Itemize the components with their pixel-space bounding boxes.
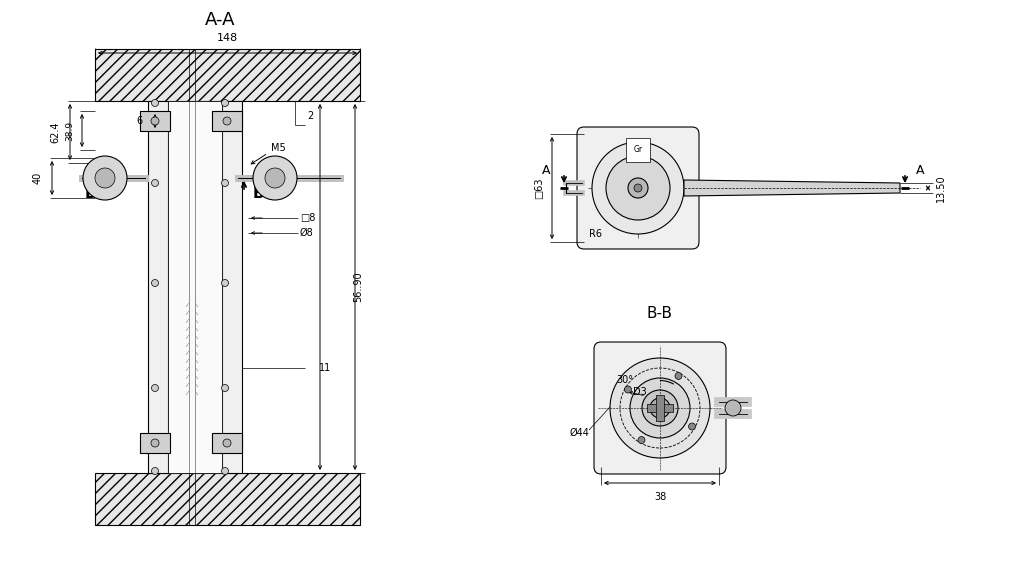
Circle shape: [638, 436, 645, 444]
Circle shape: [222, 180, 229, 186]
Circle shape: [725, 400, 741, 416]
Text: R6: R6: [589, 229, 602, 239]
Text: 148: 148: [217, 33, 238, 43]
Circle shape: [223, 117, 231, 125]
Text: 38: 38: [653, 492, 667, 502]
FancyBboxPatch shape: [577, 127, 699, 249]
Bar: [656, 395, 664, 421]
Circle shape: [222, 100, 229, 106]
Bar: [95, 473, 360, 525]
Circle shape: [630, 378, 690, 438]
Text: Gr: Gr: [633, 145, 642, 154]
Bar: [140, 433, 170, 453]
Circle shape: [83, 156, 127, 200]
Circle shape: [689, 423, 696, 430]
Circle shape: [222, 385, 229, 391]
Text: A: A: [542, 163, 550, 176]
Circle shape: [650, 398, 670, 418]
Circle shape: [675, 373, 682, 379]
Text: B: B: [84, 185, 96, 200]
Circle shape: [152, 100, 158, 106]
Polygon shape: [684, 180, 900, 196]
Bar: [140, 111, 170, 131]
Circle shape: [152, 279, 158, 287]
Circle shape: [624, 386, 631, 393]
Circle shape: [152, 467, 158, 475]
Text: 13.50: 13.50: [936, 174, 946, 202]
Text: Ø8: Ø8: [300, 228, 314, 238]
Bar: [222, 101, 242, 473]
Circle shape: [253, 156, 297, 200]
Bar: [647, 404, 673, 412]
Circle shape: [152, 180, 158, 186]
Text: □8: □8: [300, 213, 315, 223]
Circle shape: [223, 439, 231, 447]
Circle shape: [642, 390, 678, 426]
Circle shape: [151, 439, 159, 447]
Text: 30°: 30°: [617, 375, 633, 385]
Text: B: B: [252, 185, 263, 200]
Circle shape: [151, 117, 159, 125]
Circle shape: [222, 467, 229, 475]
Bar: [168, 101, 222, 473]
Text: 11: 11: [319, 363, 331, 373]
Circle shape: [628, 178, 648, 198]
Circle shape: [592, 142, 684, 234]
Circle shape: [265, 168, 285, 188]
Bar: [148, 101, 168, 473]
Text: 6: 6: [136, 116, 142, 126]
Text: M5: M5: [270, 143, 286, 153]
Text: □63: □63: [534, 177, 544, 199]
Text: A-A: A-A: [205, 11, 235, 29]
Bar: [212, 111, 242, 131]
Text: 38.9: 38.9: [65, 121, 74, 141]
FancyBboxPatch shape: [594, 342, 726, 474]
Bar: [212, 433, 242, 453]
Circle shape: [152, 385, 158, 391]
Text: 62.4: 62.4: [50, 121, 60, 143]
Text: 56..90: 56..90: [353, 272, 363, 302]
Text: Ø44: Ø44: [569, 428, 589, 438]
Circle shape: [222, 279, 229, 287]
Circle shape: [610, 358, 710, 458]
Bar: [95, 49, 360, 101]
Text: B-B: B-B: [647, 306, 673, 320]
Circle shape: [95, 168, 115, 188]
Circle shape: [634, 184, 642, 192]
Text: D3: D3: [633, 387, 647, 397]
Text: 40: 40: [33, 172, 43, 184]
Text: A: A: [916, 163, 924, 176]
Circle shape: [606, 156, 670, 220]
Text: 2: 2: [307, 111, 313, 121]
